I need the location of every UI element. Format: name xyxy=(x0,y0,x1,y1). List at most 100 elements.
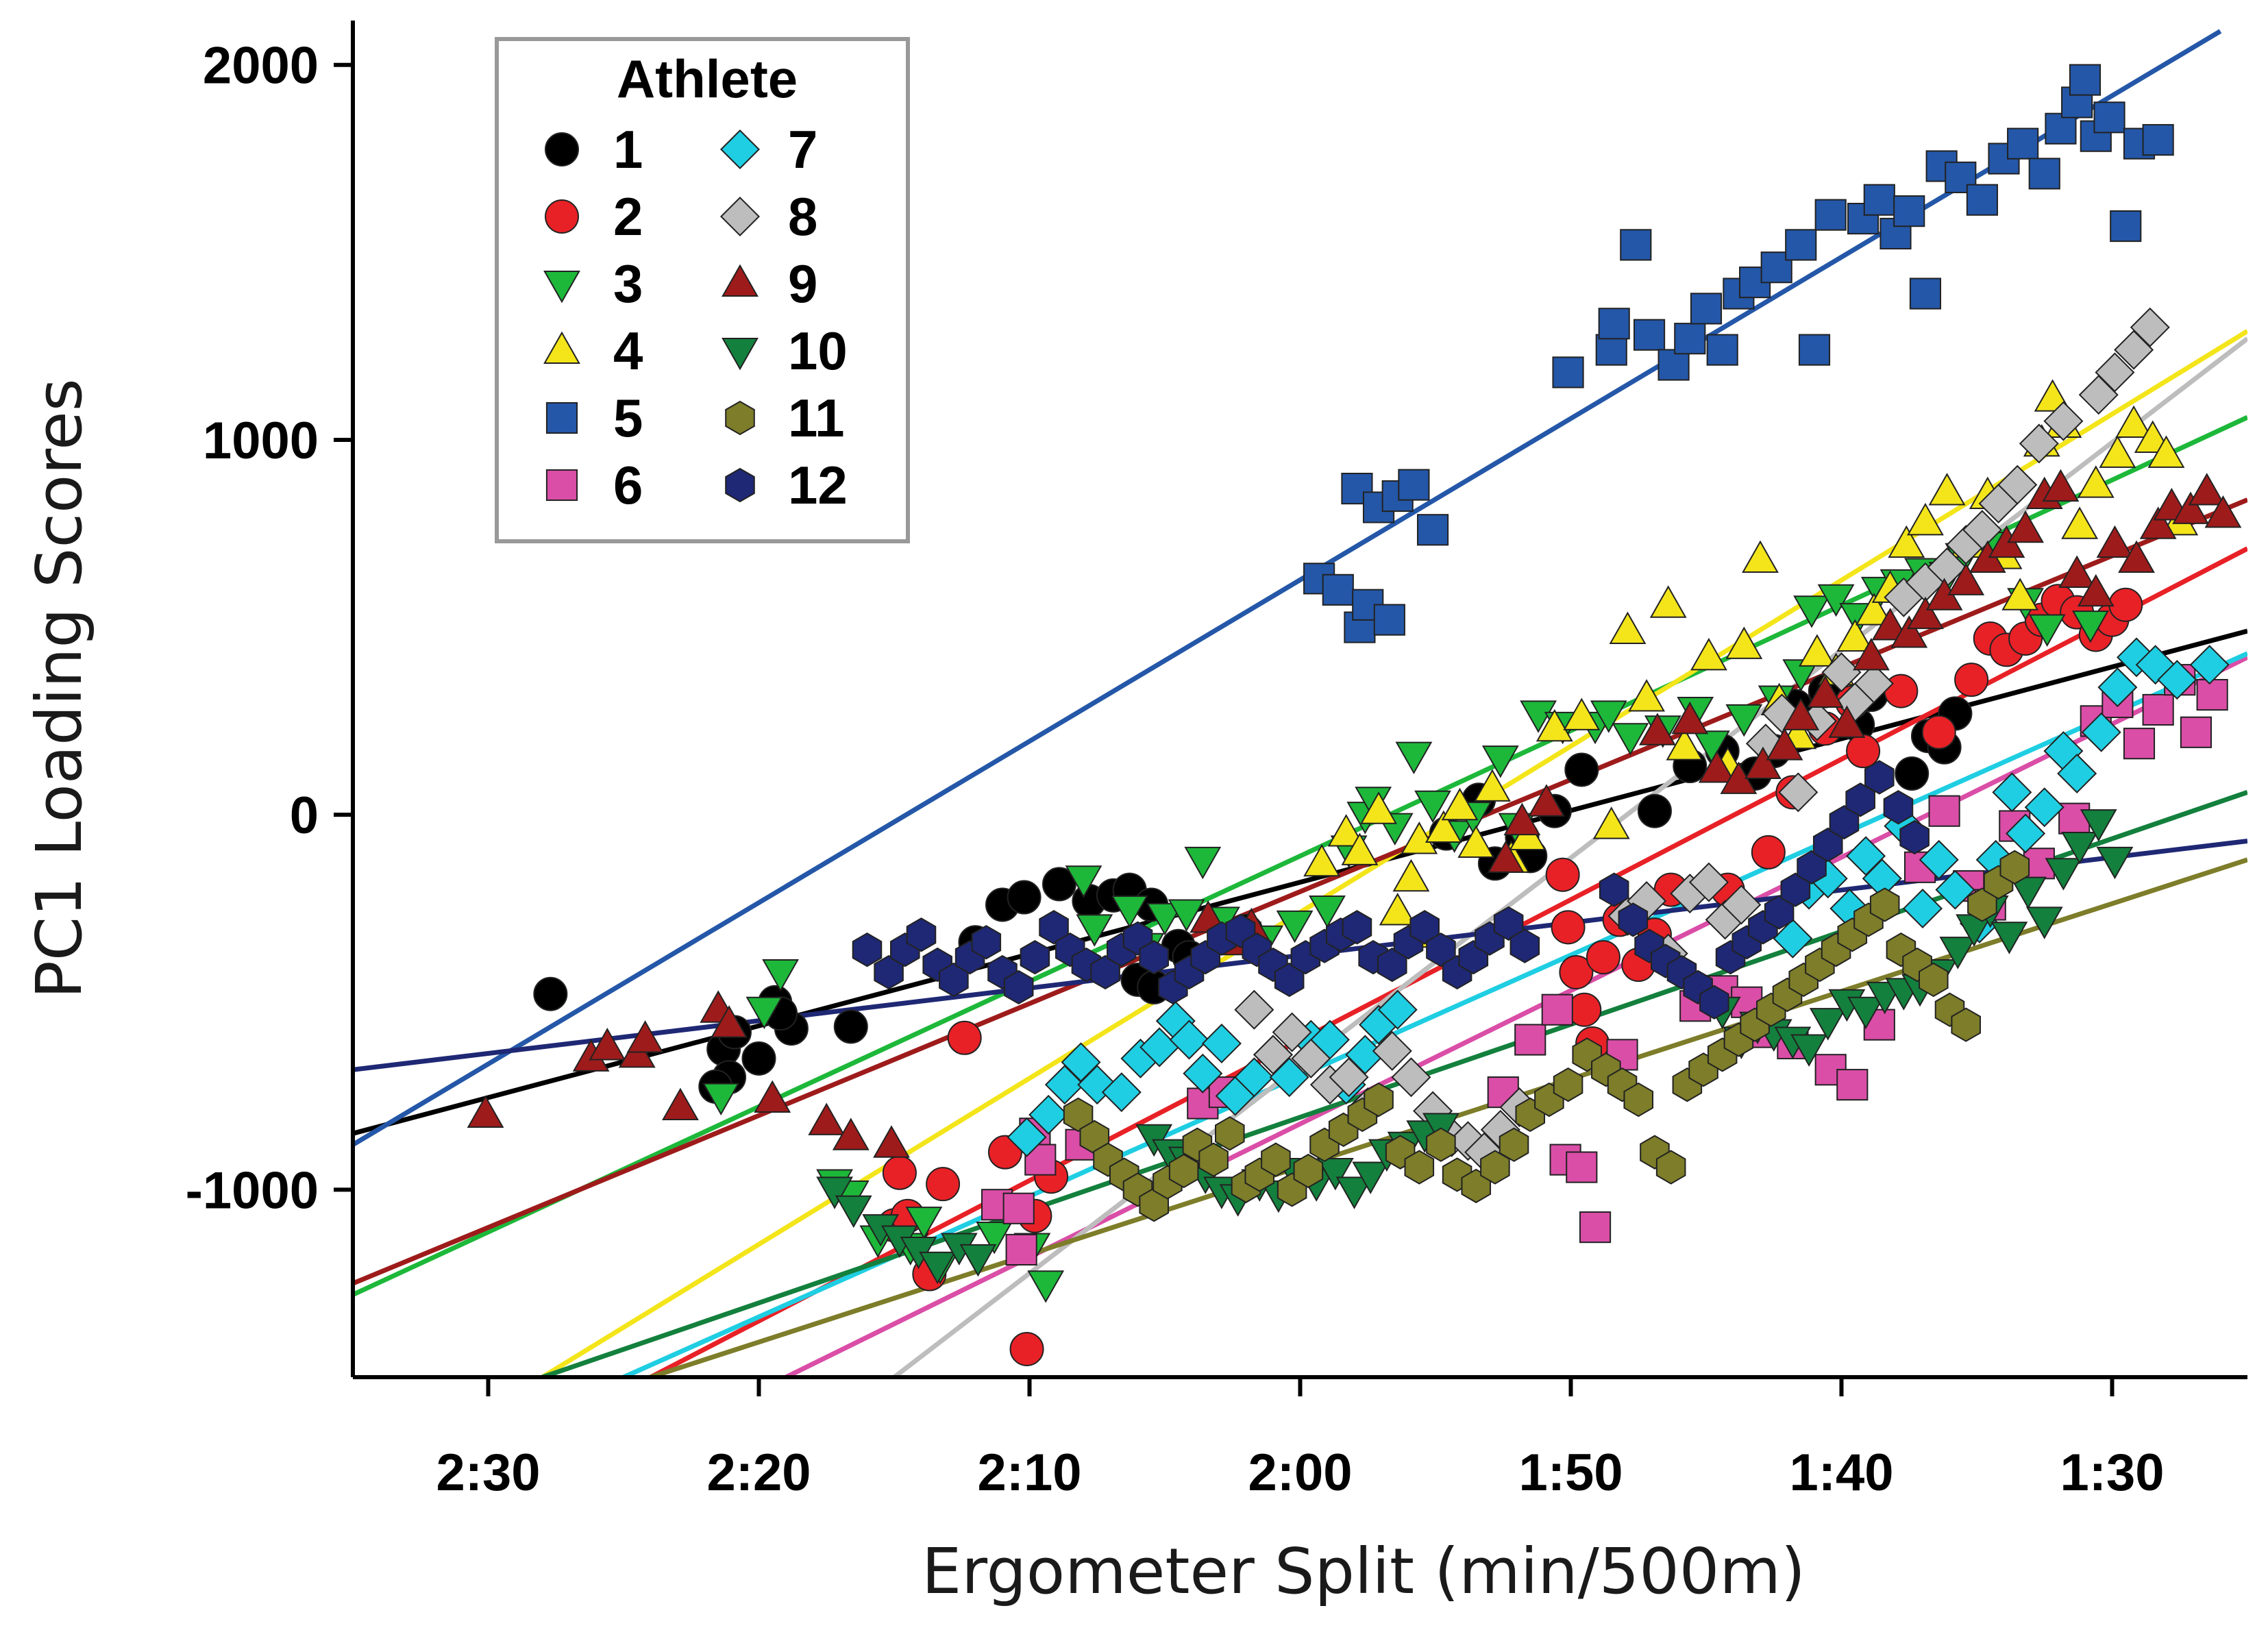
point-athlete-9 xyxy=(832,1117,870,1150)
point-athlete-12 xyxy=(1864,760,1895,795)
point-athlete-5 xyxy=(2069,64,2101,96)
legend-title: Athlete xyxy=(617,49,798,109)
point-athlete-3 xyxy=(1111,895,1148,928)
point-athlete-9 xyxy=(2096,525,2134,558)
point-athlete-9 xyxy=(2007,510,2045,543)
point-athlete-7 xyxy=(1077,1065,1118,1105)
point-athlete-5 xyxy=(2142,124,2174,156)
point-athlete-7 xyxy=(2057,753,2097,793)
point-athlete-10 xyxy=(2025,906,2063,939)
legend-label-athlete-4: 4 xyxy=(613,321,643,381)
point-athlete-12 xyxy=(1139,939,1169,975)
point-athlete-7 xyxy=(1028,1094,1069,1135)
point-athlete-12 xyxy=(1509,928,1540,963)
point-athlete-9 xyxy=(808,1102,846,1135)
point-athlete-9 xyxy=(754,1080,791,1113)
point-athlete-7 xyxy=(2081,712,2121,752)
point-athlete-4 xyxy=(2115,405,2153,439)
point-athlete-7 xyxy=(1773,918,1813,959)
point-athlete-7 xyxy=(1101,1072,1142,1113)
point-athlete-12 xyxy=(1409,910,1440,945)
point-athlete-9 xyxy=(2077,573,2115,607)
point-athlete-12 xyxy=(1020,939,1050,975)
point-athlete-11 xyxy=(1553,1067,1583,1102)
point-athlete-11 xyxy=(1293,1153,1324,1189)
point-athlete-12 xyxy=(1618,902,1649,937)
point-athlete-10 xyxy=(1990,922,2028,954)
point-athlete-9 xyxy=(1698,750,1736,783)
point-athlete-11 xyxy=(1063,1097,1094,1133)
point-athlete-11 xyxy=(1168,1153,1199,1189)
point-athlete-4 xyxy=(1360,791,1397,824)
point-athlete-4 xyxy=(1836,619,1874,652)
point-athlete-3 xyxy=(1692,730,1730,763)
point-athlete-4 xyxy=(2077,465,2115,498)
y-tick-label: -1000 xyxy=(186,1161,319,1220)
point-athlete-5 xyxy=(2045,112,2077,145)
point-athlete-11 xyxy=(1655,1150,1686,1185)
point-athlete-4 xyxy=(1592,806,1630,839)
point-athlete-2 xyxy=(1954,663,1989,697)
point-athlete-1 xyxy=(1041,867,1076,902)
point-athlete-5 xyxy=(1690,293,1723,325)
point-athlete-8 xyxy=(1391,1057,1431,1098)
point-athlete-12 xyxy=(1342,910,1372,945)
point-athlete-6 xyxy=(1928,795,1960,827)
point-athlete-4 xyxy=(2099,435,2136,468)
point-athlete-3 xyxy=(1481,745,1519,778)
point-athlete-9 xyxy=(1947,563,1985,595)
point-athlete-5 xyxy=(1893,195,1925,227)
x-tick-label: 2:10 xyxy=(977,1444,1081,1502)
point-athlete-1 xyxy=(741,1041,776,1076)
point-athlete-12 xyxy=(1039,910,1069,945)
point-athlete-8 xyxy=(2095,352,2135,393)
point-athlete-3 xyxy=(976,1222,1013,1255)
point-athlete-9 xyxy=(1503,802,1541,836)
legend-label-athlete-7: 7 xyxy=(788,119,817,180)
point-athlete-9 xyxy=(1766,728,1803,761)
point-athlete-5 xyxy=(2093,101,2125,134)
point-athlete-5 xyxy=(1814,199,1847,231)
point-athlete-3 xyxy=(1817,584,1855,617)
point-athlete-9 xyxy=(711,1005,748,1038)
point-athlete-5 xyxy=(1416,514,1449,546)
y-tick-label: 1000 xyxy=(203,412,319,470)
point-athlete-9 xyxy=(1828,705,1866,738)
point-athlete-11 xyxy=(1499,1127,1529,1162)
point-athlete-7 xyxy=(2006,813,2046,854)
point-athlete-1 xyxy=(1007,880,1041,915)
point-athlete-9 xyxy=(1853,637,1890,671)
point-athlete-2 xyxy=(1751,835,1786,869)
point-athlete-3 xyxy=(2028,614,2066,647)
x-axis-title: Ergometer Split (min/500m) xyxy=(922,1535,1805,1608)
point-athlete-5 xyxy=(1398,469,1430,501)
legend-label-athlete-12: 12 xyxy=(788,455,848,515)
point-athlete-6 xyxy=(1836,1069,1869,1101)
point-athlete-5 xyxy=(2007,127,2039,160)
point-athlete-7 xyxy=(2097,667,2138,708)
point-athlete-4 xyxy=(1341,832,1379,865)
y-axis-ticks: 2000 1000 0 -1000 xyxy=(186,37,353,1220)
point-athlete-4 xyxy=(1725,626,1763,659)
x-tick-label: 2:00 xyxy=(1248,1444,1352,1502)
point-athlete-7 xyxy=(1234,1057,1274,1098)
point-athlete-4 xyxy=(1928,473,1966,506)
point-athlete-5 xyxy=(1620,229,1652,261)
legend-marker-athlete-12 xyxy=(725,467,755,503)
point-athlete-9 xyxy=(589,1028,626,1061)
point-athlete-9 xyxy=(467,1095,504,1128)
point-athlete-7 xyxy=(2024,787,2064,828)
point-athlete-3 xyxy=(1184,846,1222,880)
point-athlete-1 xyxy=(1895,756,1930,791)
point-athlete-8 xyxy=(1778,772,1819,813)
point-athlete-9 xyxy=(1890,615,1928,648)
point-athlete-9 xyxy=(2058,555,2096,588)
point-athlete-2 xyxy=(882,1155,917,1190)
point-athlete-4 xyxy=(1474,769,1511,802)
legend-marker-athlete-2 xyxy=(545,199,579,234)
point-athlete-10 xyxy=(816,1176,854,1209)
point-athlete-8 xyxy=(1234,989,1274,1030)
point-athlete-10 xyxy=(1939,937,1977,970)
point-athlete-4 xyxy=(2001,578,2039,610)
point-athlete-5 xyxy=(1552,356,1584,388)
